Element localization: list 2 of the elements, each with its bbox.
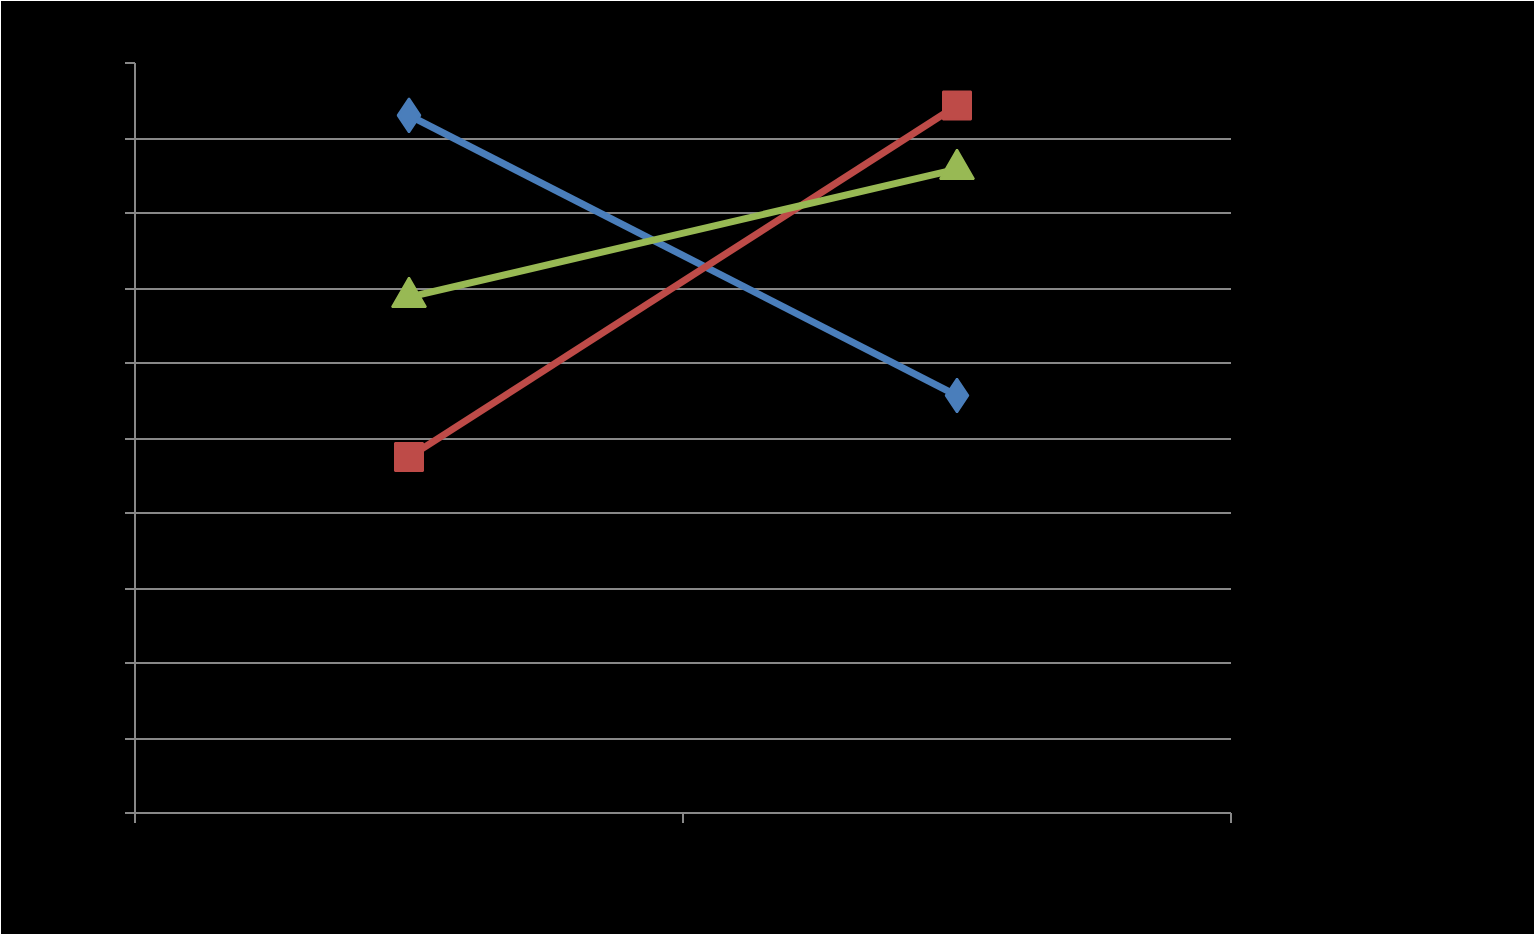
point — [942, 90, 972, 121]
point — [394, 442, 424, 473]
